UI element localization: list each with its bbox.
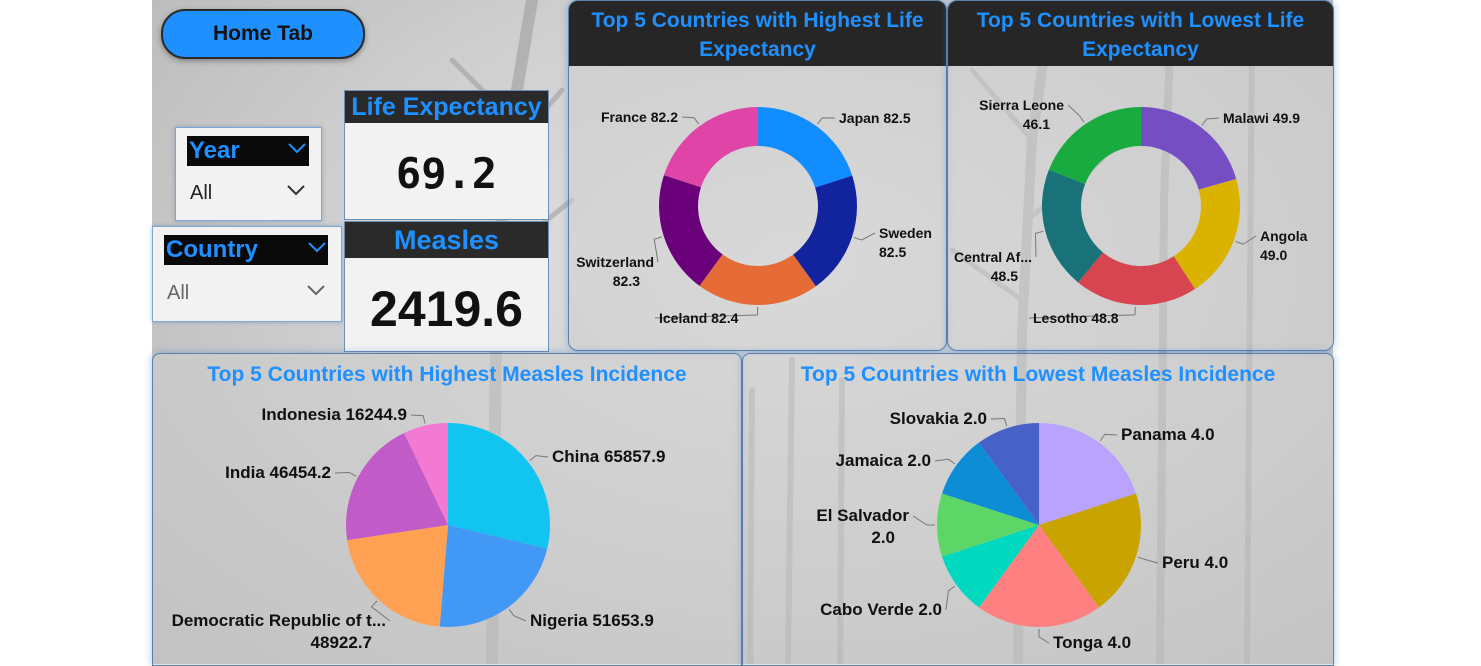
slice-france[interactable] bbox=[663, 107, 758, 188]
highest-life-expectancy-panel: Top 5 Countries with Highest Life Expect… bbox=[568, 0, 947, 351]
data-label: Tonga 4.0 bbox=[1053, 633, 1131, 652]
data-label: Iceland 82.4 bbox=[659, 310, 739, 326]
data-label: China 65857.9 bbox=[552, 447, 665, 466]
data-label: Peru 4.0 bbox=[1162, 553, 1228, 572]
slice-cabo-verde[interactable] bbox=[941, 525, 1039, 608]
data-label: France 82.2 bbox=[601, 109, 678, 125]
chevron-down-icon[interactable] bbox=[286, 184, 306, 196]
slice-nigeria[interactable] bbox=[439, 525, 548, 627]
slice-indonesia[interactable] bbox=[404, 423, 448, 525]
highest-measles-pie: China 65857.9 Nigeria 51653.9 Democratic R… bbox=[172, 405, 666, 652]
leader-line bbox=[681, 116, 700, 125]
lowest-life-expectancy-panel: Top 5 Countries with Lowest Life Expecta… bbox=[947, 0, 1334, 351]
lowest-life-expectancy-title: Top 5 Countries with Lowest Life Expecta… bbox=[948, 1, 1333, 66]
data-label: Slovakia 2.0 bbox=[890, 409, 987, 428]
data-label: Angola 49.0 bbox=[1260, 228, 1308, 263]
slice-angola[interactable] bbox=[1173, 178, 1240, 289]
leader-line bbox=[529, 455, 549, 461]
leader-line bbox=[990, 417, 1008, 427]
data-label: Panama 4.0 bbox=[1121, 425, 1215, 444]
slice-iceland[interactable] bbox=[699, 254, 816, 305]
leader-line bbox=[945, 585, 956, 611]
data-label: Democratic Republic of t... 48922.7 bbox=[172, 611, 386, 652]
year-slicer[interactable]: Year All bbox=[175, 127, 322, 221]
leader-line bbox=[934, 458, 956, 465]
slice-switzerland[interactable] bbox=[659, 175, 723, 286]
highest-life-expectancy-donut: Japan 82.5 Sweden 82.5 Iceland 82.4 Switzerl… bbox=[576, 107, 932, 326]
leader-line bbox=[653, 236, 662, 263]
leader-line bbox=[1137, 556, 1159, 564]
leader-line bbox=[508, 608, 527, 622]
chevron-down-icon[interactable] bbox=[307, 241, 327, 253]
data-label: Sierra Leone 46.1 bbox=[979, 97, 1064, 132]
year-slicer-header: Year bbox=[187, 136, 309, 166]
data-label: Jamaica 2.0 bbox=[836, 451, 931, 470]
slice-central-af[interactable] bbox=[1042, 169, 1103, 283]
data-label: Switzerland 82.3 bbox=[576, 254, 654, 289]
leader-line bbox=[1038, 629, 1050, 644]
life-expectancy-title: Life Expectancy bbox=[345, 91, 548, 123]
year-dropdown-value[interactable]: All bbox=[190, 182, 213, 204]
chevron-down-icon[interactable] bbox=[287, 142, 307, 154]
leader-line bbox=[912, 515, 935, 526]
lowest-life-expectancy-donut: Malawi 49.9 Angola 49.0 Lesotho 48.8 Central… bbox=[954, 97, 1308, 326]
highest-measles-title: Top 5 Countries with Highest Measles Inc… bbox=[207, 363, 687, 386]
slice-slovakia[interactable] bbox=[979, 423, 1039, 525]
leader-line bbox=[1067, 104, 1085, 123]
slice-sierra-leone[interactable] bbox=[1048, 107, 1141, 185]
leader-line bbox=[817, 117, 836, 125]
slice-malawi[interactable] bbox=[1141, 107, 1237, 190]
slice-jamaica[interactable] bbox=[941, 442, 1039, 525]
leader-line bbox=[853, 232, 876, 241]
leader-line bbox=[654, 306, 759, 319]
data-label: Japan 82.5 bbox=[839, 110, 911, 126]
data-label: Indonesia 16244.9 bbox=[261, 405, 407, 424]
leader-line bbox=[370, 600, 391, 622]
data-label: El Salvador 2.0 bbox=[816, 506, 909, 547]
slice-el-salvador[interactable] bbox=[937, 493, 1039, 557]
data-label: Cabo Verde 2.0 bbox=[820, 600, 942, 619]
highest-life-expectancy-title: Top 5 Countries with Highest Life Expect… bbox=[569, 1, 946, 66]
slice-india[interactable] bbox=[346, 432, 448, 541]
leader-line bbox=[1028, 306, 1136, 319]
slice-democratic-republic-of-t[interactable] bbox=[347, 525, 448, 627]
highest-measles-panel: Top 5 Countries with Highest Measles Inc… bbox=[152, 353, 742, 666]
data-label: India 46454.2 bbox=[225, 463, 331, 482]
leader-line bbox=[1201, 117, 1220, 126]
lowest-measles-pie: Panama 4.0 Peru 4.0 Tonga 4.0 Cabo Verde 2.… bbox=[816, 409, 1228, 652]
leader-line bbox=[1235, 235, 1257, 245]
leader-line bbox=[1099, 433, 1118, 442]
slice-tonga[interactable] bbox=[979, 525, 1099, 627]
slice-panama[interactable] bbox=[1039, 423, 1137, 525]
slice-japan[interactable] bbox=[758, 107, 853, 188]
measles-title: Measles bbox=[345, 222, 548, 258]
data-label: Nigeria 51653.9 bbox=[530, 611, 654, 630]
home-tab-button[interactable]: Home Tab bbox=[161, 9, 365, 59]
lowest-measles-panel: Top 5 Countries with Lowest Measles Inci… bbox=[742, 353, 1334, 666]
leader-line bbox=[410, 414, 426, 424]
country-slicer[interactable]: Country All bbox=[152, 226, 342, 322]
leader-line bbox=[1034, 230, 1044, 258]
chevron-down-icon[interactable] bbox=[306, 284, 326, 296]
life-expectancy-value: 69.2 bbox=[395, 149, 498, 198]
data-label: Sweden 82.5 bbox=[879, 225, 932, 260]
slice-china[interactable] bbox=[448, 423, 550, 549]
slice-lesotho[interactable] bbox=[1078, 252, 1196, 305]
data-label: Lesotho 48.8 bbox=[1033, 310, 1119, 326]
year-slicer-label: Year bbox=[189, 137, 240, 164]
life-expectancy-card: Life Expectancy 69.2 bbox=[344, 90, 549, 220]
leader-line bbox=[334, 471, 357, 477]
country-slicer-label: Country bbox=[166, 236, 258, 263]
measles-card: Measles 2419.6 bbox=[344, 221, 549, 352]
measles-value: 2419.6 bbox=[370, 281, 523, 337]
slice-peru[interactable] bbox=[1039, 493, 1141, 608]
data-label: Malawi 49.9 bbox=[1223, 110, 1300, 126]
country-dropdown-value[interactable]: All bbox=[167, 282, 190, 304]
slice-sweden[interactable] bbox=[793, 175, 857, 287]
country-slicer-header: Country bbox=[164, 235, 328, 265]
data-label: Central Af... 48.5 bbox=[954, 249, 1032, 284]
lowest-measles-title: Top 5 Countries with Lowest Measles Inci… bbox=[800, 363, 1276, 386]
